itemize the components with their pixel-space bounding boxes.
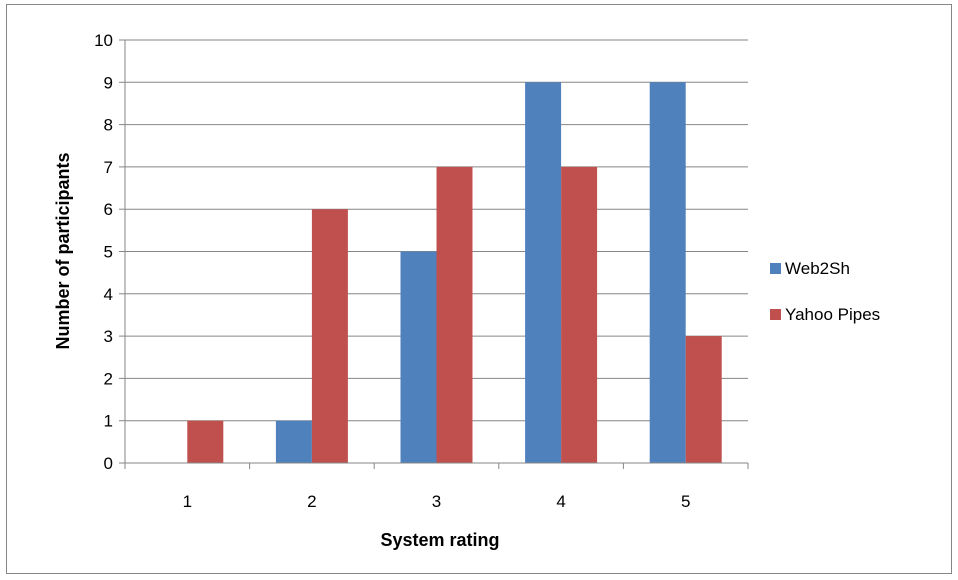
legend-swatch bbox=[770, 309, 781, 320]
y-tick-label: 6 bbox=[104, 200, 113, 219]
bar-yahoo-pipes-2 bbox=[311, 209, 348, 463]
x-tick-label: 2 bbox=[307, 492, 316, 511]
x-tick-label: 4 bbox=[556, 492, 565, 511]
y-tick-label: 0 bbox=[104, 454, 113, 473]
y-tick-label: 4 bbox=[104, 285, 113, 304]
y-axis-title: Number of participants bbox=[53, 152, 73, 349]
y-tick-label: 3 bbox=[104, 327, 113, 346]
bar-web2sh-5 bbox=[649, 82, 686, 464]
legend-label: Yahoo Pipes bbox=[785, 305, 880, 324]
bar-web2sh-4 bbox=[525, 82, 562, 464]
x-axis-title: System rating bbox=[380, 530, 499, 550]
x-tick-label: 3 bbox=[432, 492, 441, 511]
bar-yahoo-pipes-4 bbox=[561, 166, 598, 463]
y-tick-label: 5 bbox=[104, 243, 113, 262]
bar-web2sh-3 bbox=[400, 251, 437, 463]
bar-yahoo-pipes-5 bbox=[685, 336, 722, 463]
x-axis-ticks: 1 2 3 4 5 bbox=[124, 463, 749, 511]
y-tick-label: 10 bbox=[94, 31, 113, 50]
legend-swatch bbox=[770, 263, 781, 274]
y-tick-label: 7 bbox=[104, 158, 113, 177]
y-axis-ticks: 0 1 2 3 4 5 6 7 8 9 10 bbox=[94, 31, 125, 473]
y-tick-label: 1 bbox=[104, 412, 113, 431]
x-tick-label: 1 bbox=[183, 492, 192, 511]
x-tick-label: 5 bbox=[681, 492, 690, 511]
y-tick-label: 2 bbox=[104, 369, 113, 388]
bars bbox=[187, 82, 722, 464]
bar-yahoo-pipes-3 bbox=[436, 166, 473, 463]
chart-frame bbox=[6, 4, 952, 574]
y-tick-label: 8 bbox=[104, 116, 113, 135]
legend-label: Web2Sh bbox=[785, 259, 850, 278]
bar-web2sh-2 bbox=[275, 420, 312, 463]
legend: Web2Sh Yahoo Pipes bbox=[770, 259, 880, 324]
y-tick-label: 9 bbox=[104, 73, 113, 92]
gridlines bbox=[125, 39, 748, 422]
bar-yahoo-pipes-1 bbox=[187, 420, 224, 463]
